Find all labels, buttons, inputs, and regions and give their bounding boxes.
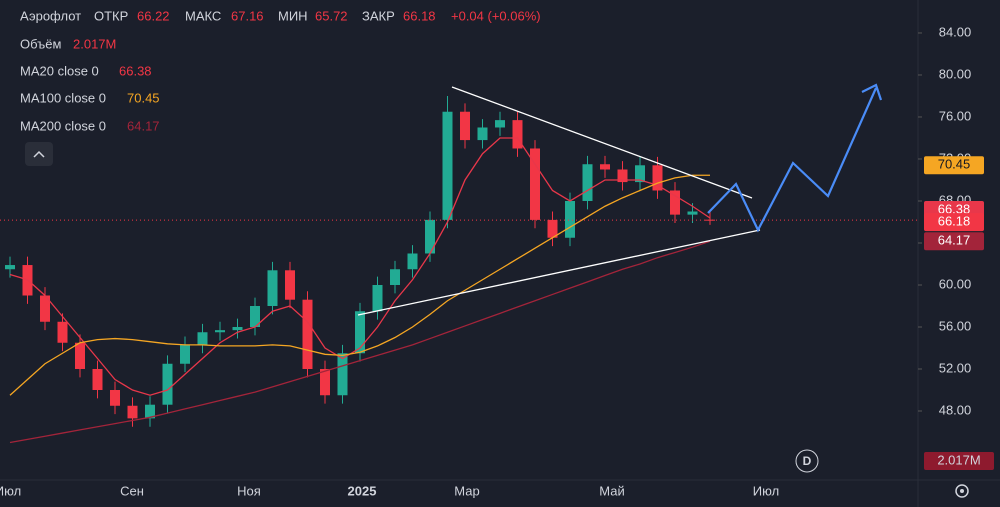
y-tick-label: 84.00	[939, 24, 972, 39]
candle-body	[250, 305, 260, 328]
y-tick-label: 52.00	[939, 360, 972, 375]
candle-body	[197, 332, 208, 345]
x-tick-label: 2025	[348, 483, 377, 498]
candle-body	[530, 148, 540, 220]
candle-body	[687, 211, 698, 215]
ma-line	[9, 137, 711, 396]
candle-body	[145, 404, 155, 419]
plot	[0, 95, 918, 444]
candle-body	[285, 270, 295, 300]
candle-body	[355, 311, 365, 354]
price-badge	[924, 232, 984, 251]
candle-body	[92, 369, 103, 391]
collapse-button[interactable]	[25, 142, 53, 166]
candle-body	[617, 169, 628, 183]
open-label: ОТКР	[94, 8, 128, 23]
candle-body	[390, 269, 400, 285]
candle-body	[57, 321, 68, 343]
y-tick-label: 76.00	[939, 108, 972, 123]
candle-body	[75, 342, 85, 370]
candle-body	[705, 219, 715, 221]
volume-badge	[924, 452, 994, 470]
y-tick-label: 56.00	[939, 318, 972, 333]
candle-body	[460, 111, 470, 141]
trend-line	[357, 229, 761, 316]
ma-label: MA200 close 0	[20, 118, 106, 133]
x-tick-label: Мар	[454, 483, 479, 498]
projection-path	[707, 87, 878, 233]
candle-body	[5, 265, 15, 270]
candle-body	[110, 390, 120, 406]
candle-body	[40, 295, 50, 322]
candle-body	[215, 330, 225, 333]
close-value: 66.18	[403, 8, 436, 23]
volume-label: Объём	[20, 36, 61, 51]
volume-value: 2.017M	[73, 36, 116, 51]
ma-label: MA20 close 0	[20, 63, 99, 78]
ma-value: 64.17	[127, 118, 160, 133]
ma-value: 66.38	[119, 63, 152, 78]
candle-body	[407, 253, 418, 270]
price-badge	[924, 213, 984, 232]
x-tick-label: Июл	[753, 483, 779, 498]
candle-body	[267, 270, 278, 306]
change-value: +0.04 (+0.06%)	[451, 8, 541, 23]
svg-text:D: D	[803, 454, 812, 468]
y-tick-label: 48.00	[939, 402, 972, 417]
dividends-icon[interactable]: D	[795, 449, 819, 473]
price-badge-label: 70.45	[938, 157, 971, 172]
candle-body	[425, 219, 435, 254]
candle-body	[127, 405, 138, 419]
candle-body	[337, 353, 348, 396]
ma-label: MA100 close 0	[20, 90, 106, 105]
x-tick-label: Май	[599, 483, 624, 498]
price-badge	[924, 156, 984, 175]
ma-line	[9, 174, 710, 396]
candle-body	[495, 120, 505, 128]
candle-body	[582, 164, 593, 201]
projection-arrowhead	[861, 83, 883, 101]
open-value: 66.22	[137, 8, 170, 23]
price-badge-label: 66.38	[938, 201, 971, 216]
candle-body	[477, 127, 488, 141]
high-label: МАКС	[185, 8, 221, 23]
legend: Аэрофлот ОТКР 66.22 МАКС 67.16 МИН 65.72…	[20, 8, 541, 133]
candle-body	[635, 165, 645, 183]
candle-body	[162, 363, 173, 405]
candle-body	[547, 219, 558, 238]
settings-button[interactable]	[955, 484, 969, 498]
candle-body	[600, 164, 610, 170]
low-label: МИН	[278, 8, 308, 23]
x-tick-label: Июл	[0, 483, 21, 498]
candle-body	[442, 111, 453, 220]
candle-body	[372, 284, 383, 312]
candle-body	[180, 344, 190, 364]
x-tick-label: Ноя	[237, 483, 261, 498]
candle-body	[565, 200, 575, 238]
candle-body	[670, 190, 680, 215]
high-value: 67.16	[231, 8, 264, 23]
close-label: ЗАКР	[362, 8, 395, 23]
candle-body	[302, 299, 313, 370]
y-tick-label: 80.00	[939, 66, 972, 81]
y-tick-label: 60.00	[939, 276, 972, 291]
price-badge-label: 66.18	[938, 214, 971, 229]
candle-body	[652, 165, 663, 191]
ma-value: 70.45	[127, 90, 160, 105]
candle-body	[232, 327, 243, 331]
ma-line	[9, 240, 711, 444]
symbol: Аэрофлот	[20, 8, 81, 23]
low-value: 65.72	[315, 8, 348, 23]
x-tick-label: Сен	[120, 483, 144, 498]
candle-body	[512, 120, 523, 149]
candle-body	[320, 369, 330, 396]
price-badge-label: 64.17	[938, 233, 971, 248]
volume-badge-label: 2.017M	[937, 452, 980, 467]
trend-line	[451, 86, 753, 199]
